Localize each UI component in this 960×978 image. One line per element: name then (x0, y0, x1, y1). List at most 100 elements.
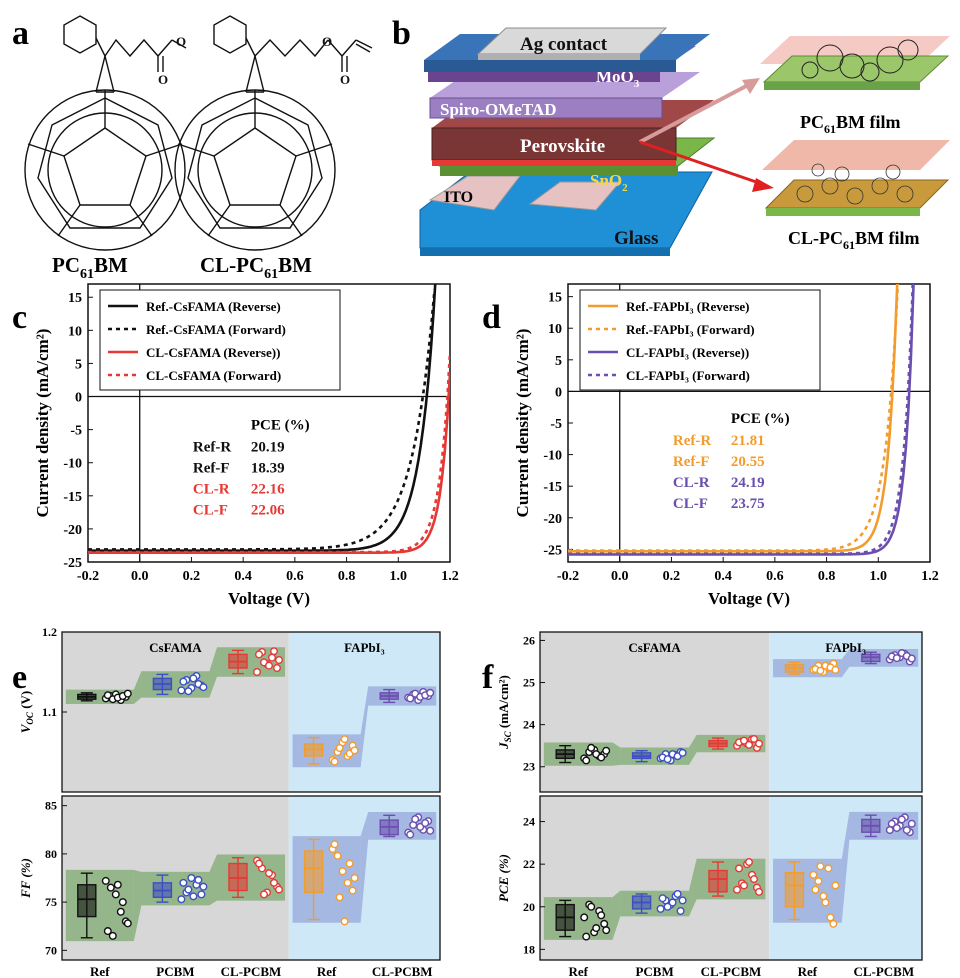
x-tick-label: 0.8 (338, 569, 356, 584)
data-point (602, 746, 611, 755)
data-point (755, 739, 764, 748)
x-tick-label: 0.8 (818, 569, 836, 584)
pce-row-label: Ref-R (673, 433, 711, 449)
panel-c: c -0.2 0.0 0.2 0.4 0.6 0.8 1.0 1.2 15 10 5 0 -5 -10 -1… (12, 283, 459, 608)
data-point (602, 926, 611, 935)
box-chart-e: 1.1 1.2 VOC (V) 70 75 80 85 FF (%) CsFAMA FAPbI₃ R… (18, 625, 441, 978)
arrow-head-icon (742, 78, 760, 94)
data-point (587, 743, 596, 752)
y-axis-label: Current density (mA/cm²) (33, 329, 52, 518)
crosslinked-fullerene-icon (796, 163, 914, 205)
group-background (540, 632, 770, 792)
data-point (330, 840, 339, 849)
data-point (184, 885, 193, 894)
data-point (829, 919, 838, 928)
trend-band (133, 671, 142, 704)
x-tick-label: 1.2 (441, 569, 459, 584)
ito-label: ITO (444, 189, 473, 206)
x-tick-label: 0.2 (663, 569, 681, 584)
sno2-label: SnO2 (590, 171, 628, 194)
data-point (745, 858, 754, 867)
trend-band (209, 647, 217, 698)
data-point (809, 870, 818, 879)
data-point (187, 874, 196, 883)
x-tick-label: 0.0 (131, 569, 149, 584)
y-tick-label: -15 (543, 480, 562, 495)
ester-oxygen: O (322, 34, 332, 49)
sno2-edge (440, 166, 678, 176)
data-point (273, 664, 282, 673)
x-tick-label: -0.2 (77, 569, 99, 584)
jv-chart-d: -0.2 0.0 0.2 0.4 0.6 0.8 1.0 1.2 15 10 5 0 -5 -10 -15 -… (513, 283, 939, 608)
data-point (907, 654, 916, 663)
glass-edge (420, 248, 670, 256)
pc61bm-film-label: PC61BM film (800, 112, 901, 136)
data-point (189, 674, 198, 683)
data-point (335, 744, 344, 753)
panel-f: f 23 24 25 26 JSC (mA/cm²) 18 20 22 24 PCE (%) CsF… (482, 631, 923, 978)
jv-chart-c: -0.2 0.0 0.2 0.4 0.6 0.8 1.0 1.2 15 10 5 0 -5 -10 -15 -… (33, 283, 459, 608)
data-point (668, 898, 677, 907)
pce-row-value: 22.16 (251, 482, 285, 498)
data-point (113, 880, 122, 889)
y-tick-label: 10 (548, 322, 562, 337)
data-point (814, 877, 823, 886)
y-axis-label: Current density (mA/cm²) (513, 329, 532, 518)
arrow-head-icon (752, 178, 774, 192)
data-point (338, 867, 347, 876)
data-point (406, 830, 415, 839)
data-point (902, 826, 911, 835)
data-point (123, 689, 132, 698)
data-point (416, 822, 425, 831)
data-point (340, 735, 349, 744)
x-category-label: Ref (568, 964, 588, 978)
group-label: CsFAMA (149, 640, 202, 655)
moo3-layer (428, 70, 660, 82)
y-tick-label: 1.2 (42, 625, 57, 639)
data-point (582, 756, 591, 765)
data-point (755, 887, 764, 896)
data-point (831, 881, 840, 890)
data-point (270, 647, 279, 656)
y-axis-label: PCE (%) (496, 854, 511, 902)
data-point (740, 881, 749, 890)
pce-row-value: 20.19 (251, 440, 285, 456)
spiro-label: Spiro-OMeTAD (440, 100, 556, 119)
y-tick-label: -25 (543, 543, 562, 558)
pce-row-value: 23.75 (731, 496, 765, 512)
data-point (260, 890, 269, 899)
data-point (411, 815, 420, 824)
data-point (816, 862, 825, 871)
panel-letter-e: e (12, 659, 27, 696)
y-axis-label: JSC (mA/cm²) (496, 675, 513, 750)
y-tick-label: 25 (523, 676, 535, 690)
x-category-label: CL-PCBM (701, 964, 762, 978)
data-point (663, 755, 672, 764)
y-axis-label-unit: (V) (18, 691, 33, 712)
y-tick-label: -5 (70, 424, 82, 439)
y-tick-label: -10 (543, 449, 562, 464)
data-point (907, 819, 916, 828)
legend-label: Ref.-FAPbI₃ (Forward) (626, 322, 755, 337)
pce-row-label: CL-R (673, 475, 710, 491)
data-point (821, 898, 830, 907)
data-point (426, 688, 435, 697)
box-rect (303, 850, 324, 894)
pce-table-header: PCE (%) (731, 411, 790, 427)
data-point (184, 687, 193, 696)
data-point (663, 902, 672, 911)
jv-series-line (568, 284, 915, 556)
data-point (348, 886, 357, 895)
x-tick-label: 0.0 (611, 569, 629, 584)
ag-contact-edge (478, 54, 640, 60)
data-point (597, 753, 606, 762)
y-axis-label-part: V (18, 723, 33, 733)
data-point (199, 683, 208, 692)
panel-a: a O O PC61BM (12, 15, 373, 282)
legend-box (579, 289, 821, 391)
data-point (582, 932, 591, 941)
y-tick-label: -20 (63, 523, 82, 538)
y-tick-label: 24 (523, 815, 535, 829)
data-point (189, 892, 198, 901)
pce-row-label: Ref-R (193, 440, 231, 456)
